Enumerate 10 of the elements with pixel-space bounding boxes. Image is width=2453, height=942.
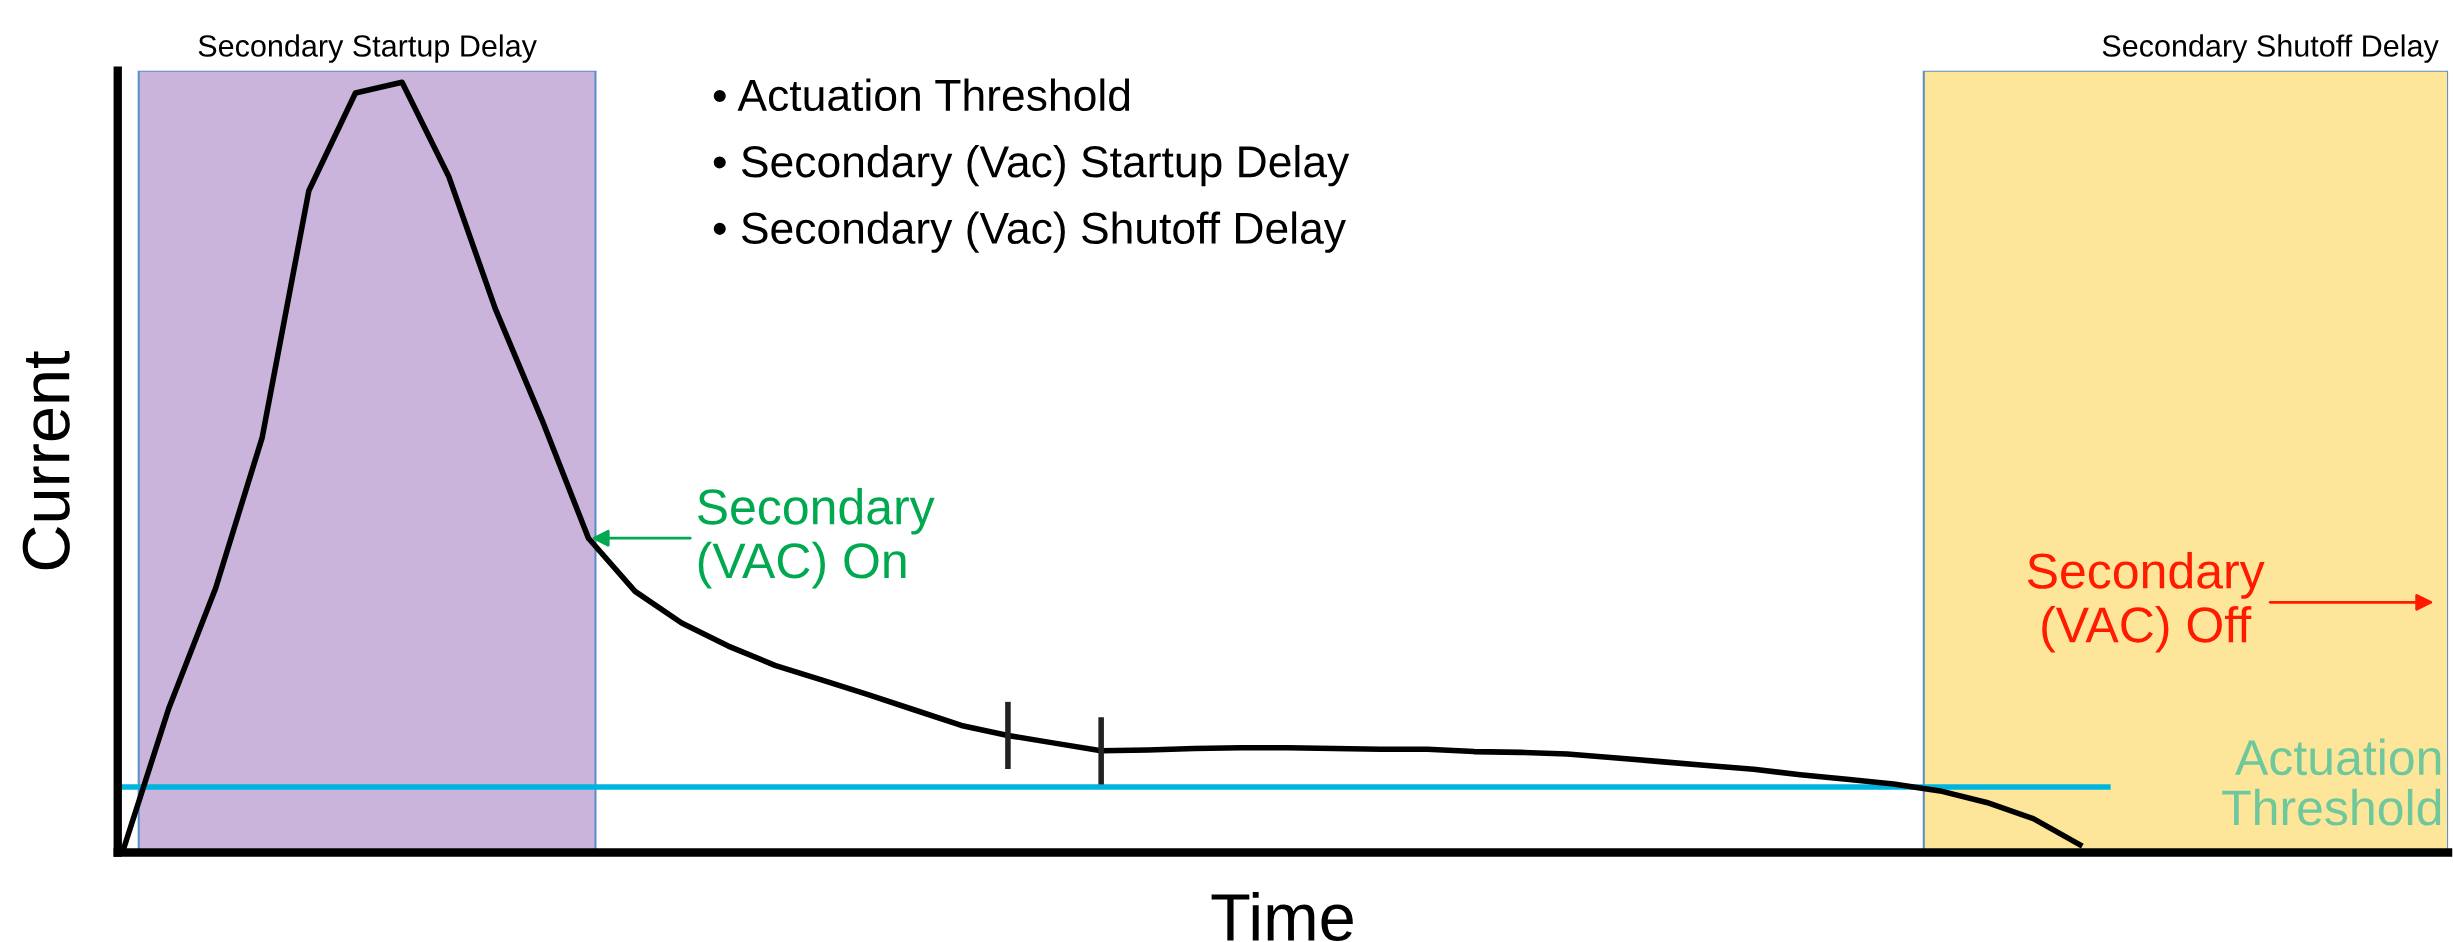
x-axis-title: Time: [1211, 892, 1353, 942]
annotation: • Secondary (Vac) Startup Delay: [713, 144, 1350, 187]
text: Secondary Startup Delay: [198, 34, 537, 63]
annotation: Secondary (VAC) Off: [2027, 552, 2265, 653]
text: Secondary Shutoff Delay: [2102, 34, 2439, 63]
annotation: Secondary (VAC) On: [697, 487, 935, 589]
ref-line-label: Actuation Threshold: [2222, 738, 2441, 826]
y-axis-title: Current: [22, 350, 70, 570]
annotation: • Actuation Threshold: [713, 78, 1130, 112]
annotation: • Secondary (Vac) Shutoff Delay: [713, 211, 1346, 253]
